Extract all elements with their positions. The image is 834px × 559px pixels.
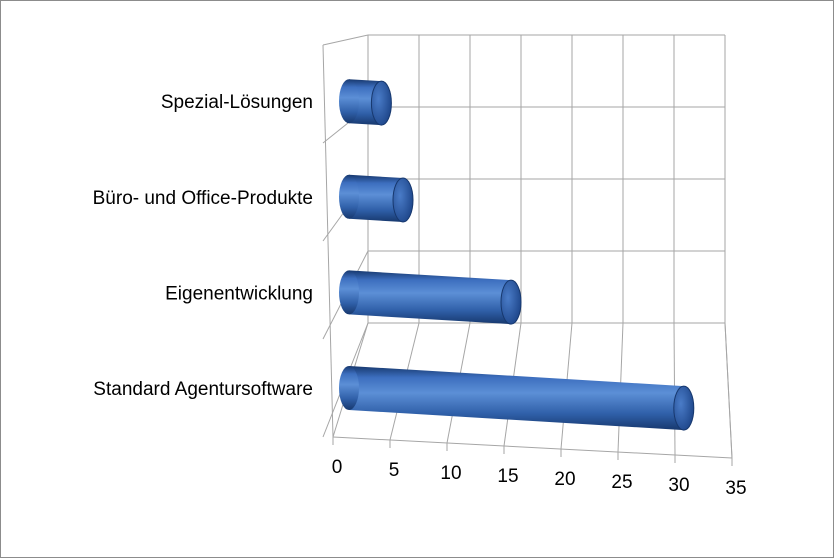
bar-cap: [392, 177, 414, 223]
tick-label: 15: [497, 466, 518, 487]
tick-label: 30: [668, 475, 689, 496]
bar-body: [349, 270, 511, 325]
bar-cap: [500, 279, 522, 325]
bar-body: [349, 366, 684, 431]
tick-label: 25: [611, 472, 632, 493]
bar-end: [339, 79, 359, 124]
bar: [339, 270, 522, 325]
bar-cap: [370, 80, 392, 126]
bar-cap: [673, 385, 695, 431]
axis-line: [322, 44, 334, 438]
tick-label: 20: [554, 469, 575, 490]
tick-label: 5: [389, 460, 400, 481]
category-label: Spezial-Lösungen: [161, 92, 313, 113]
category-label: Eigenentwicklung: [165, 283, 313, 304]
gridline: [322, 34, 369, 46]
bar-body: [349, 174, 403, 223]
category-axis: Standard Agentursoftware Eigenentwicklung…: [93, 92, 313, 400]
grid: [322, 34, 733, 459]
bar-end: [339, 174, 359, 219]
category-label: Büro- und Office-Produkte: [93, 188, 313, 209]
bar: [339, 174, 414, 223]
bar: [339, 366, 695, 431]
gridline: [724, 322, 733, 459]
bar-end: [339, 366, 359, 410]
tick-label: 0: [332, 457, 343, 478]
bars: [339, 79, 695, 431]
tick-label: 35: [725, 478, 746, 499]
tick-label: 10: [440, 463, 461, 484]
category-label: Standard Agentursoftware: [93, 379, 313, 400]
x-axis: 0 5 10 15 20 25 30 35: [332, 437, 747, 499]
axis-line: [332, 436, 733, 459]
bar: [339, 79, 392, 126]
bar-end: [339, 270, 359, 315]
